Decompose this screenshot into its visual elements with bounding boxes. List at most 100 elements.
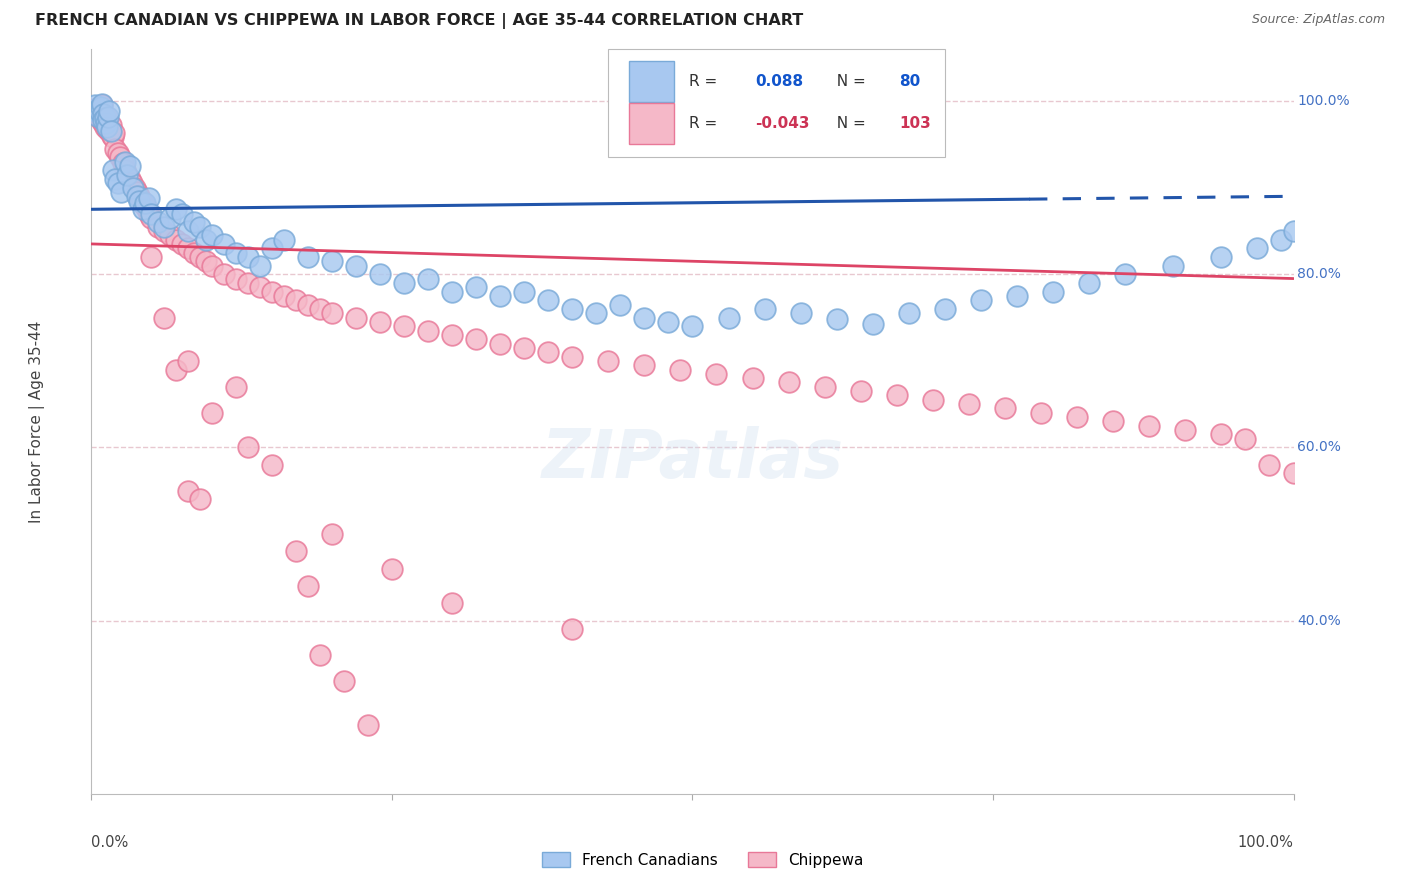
Point [357,717,380,731]
Point [194,233,217,247]
Point [91,98,114,112]
Text: 80: 80 [900,73,921,88]
Point [260,285,283,299]
Point [633,310,655,325]
Point [297,297,319,311]
Point [561,623,583,637]
Point [669,362,692,376]
Point [194,254,217,268]
Point [93,113,115,128]
Point [513,285,536,299]
Point [89,105,111,120]
Point [717,310,740,325]
Point [1282,224,1305,238]
Point [249,259,271,273]
Point [100,124,122,138]
Point [321,254,343,268]
Point [141,206,163,220]
Point [585,306,607,320]
Point [176,224,198,238]
Point [114,163,136,178]
Point [778,376,800,390]
Point [225,380,247,394]
Point [138,191,160,205]
Point [1234,432,1257,446]
Point [416,324,439,338]
Point [1258,458,1281,472]
Text: -0.043: -0.043 [755,116,810,131]
Point [1029,406,1052,420]
Point [176,354,198,368]
Point [170,236,193,251]
Point [1211,250,1233,264]
Point [1066,410,1088,425]
Bar [628,103,675,144]
Point [1114,267,1136,281]
Point [1102,415,1125,429]
Point [107,176,129,190]
Point [308,301,330,316]
Text: R =: R = [689,73,721,88]
Point [91,97,114,112]
Point [98,104,121,119]
Point [416,271,439,285]
Text: 100.0%: 100.0% [1237,835,1294,850]
Point [1246,241,1268,255]
Point [104,172,127,186]
Point [165,202,187,217]
Point [368,315,391,329]
Text: 80.0%: 80.0% [1298,268,1341,281]
Point [141,250,163,264]
Point [94,116,117,130]
Point [284,293,307,308]
Point [104,142,127,156]
Point [118,159,141,173]
Point [159,211,181,225]
Point [273,289,295,303]
Point [609,297,631,311]
Point [124,180,146,194]
Point [344,310,367,325]
Point [87,102,110,116]
Point [537,345,560,359]
Text: 103: 103 [900,116,931,131]
Point [84,104,107,119]
Point [236,250,259,264]
Point [657,315,679,329]
Point [681,319,703,334]
Text: Source: ZipAtlas.com: Source: ZipAtlas.com [1251,13,1385,27]
Point [440,285,463,299]
Point [201,406,224,420]
Point [465,280,488,294]
Point [93,116,115,130]
Text: 100.0%: 100.0% [1298,94,1350,108]
Point [212,236,235,251]
Point [141,211,163,225]
Point [1211,427,1233,442]
Point [862,318,884,332]
Point [125,185,148,199]
Point [814,380,837,394]
Legend: French Canadians, Chippewa: French Canadians, Chippewa [534,844,872,875]
Point [392,319,415,334]
Point [957,397,980,411]
Point [260,241,283,255]
Point [1282,467,1305,481]
Point [970,293,993,308]
Point [284,544,307,558]
Point [152,310,174,325]
Text: 60.0%: 60.0% [1298,441,1341,454]
Text: N =: N = [827,116,870,131]
Point [392,276,415,290]
Point [183,245,205,260]
Point [121,176,143,190]
Point [93,120,115,134]
Point [146,215,169,229]
Point [849,384,872,399]
Point [212,267,235,281]
Point [1174,423,1197,437]
Point [86,101,108,115]
Point [90,113,112,128]
Point [273,233,295,247]
Point [321,527,343,541]
